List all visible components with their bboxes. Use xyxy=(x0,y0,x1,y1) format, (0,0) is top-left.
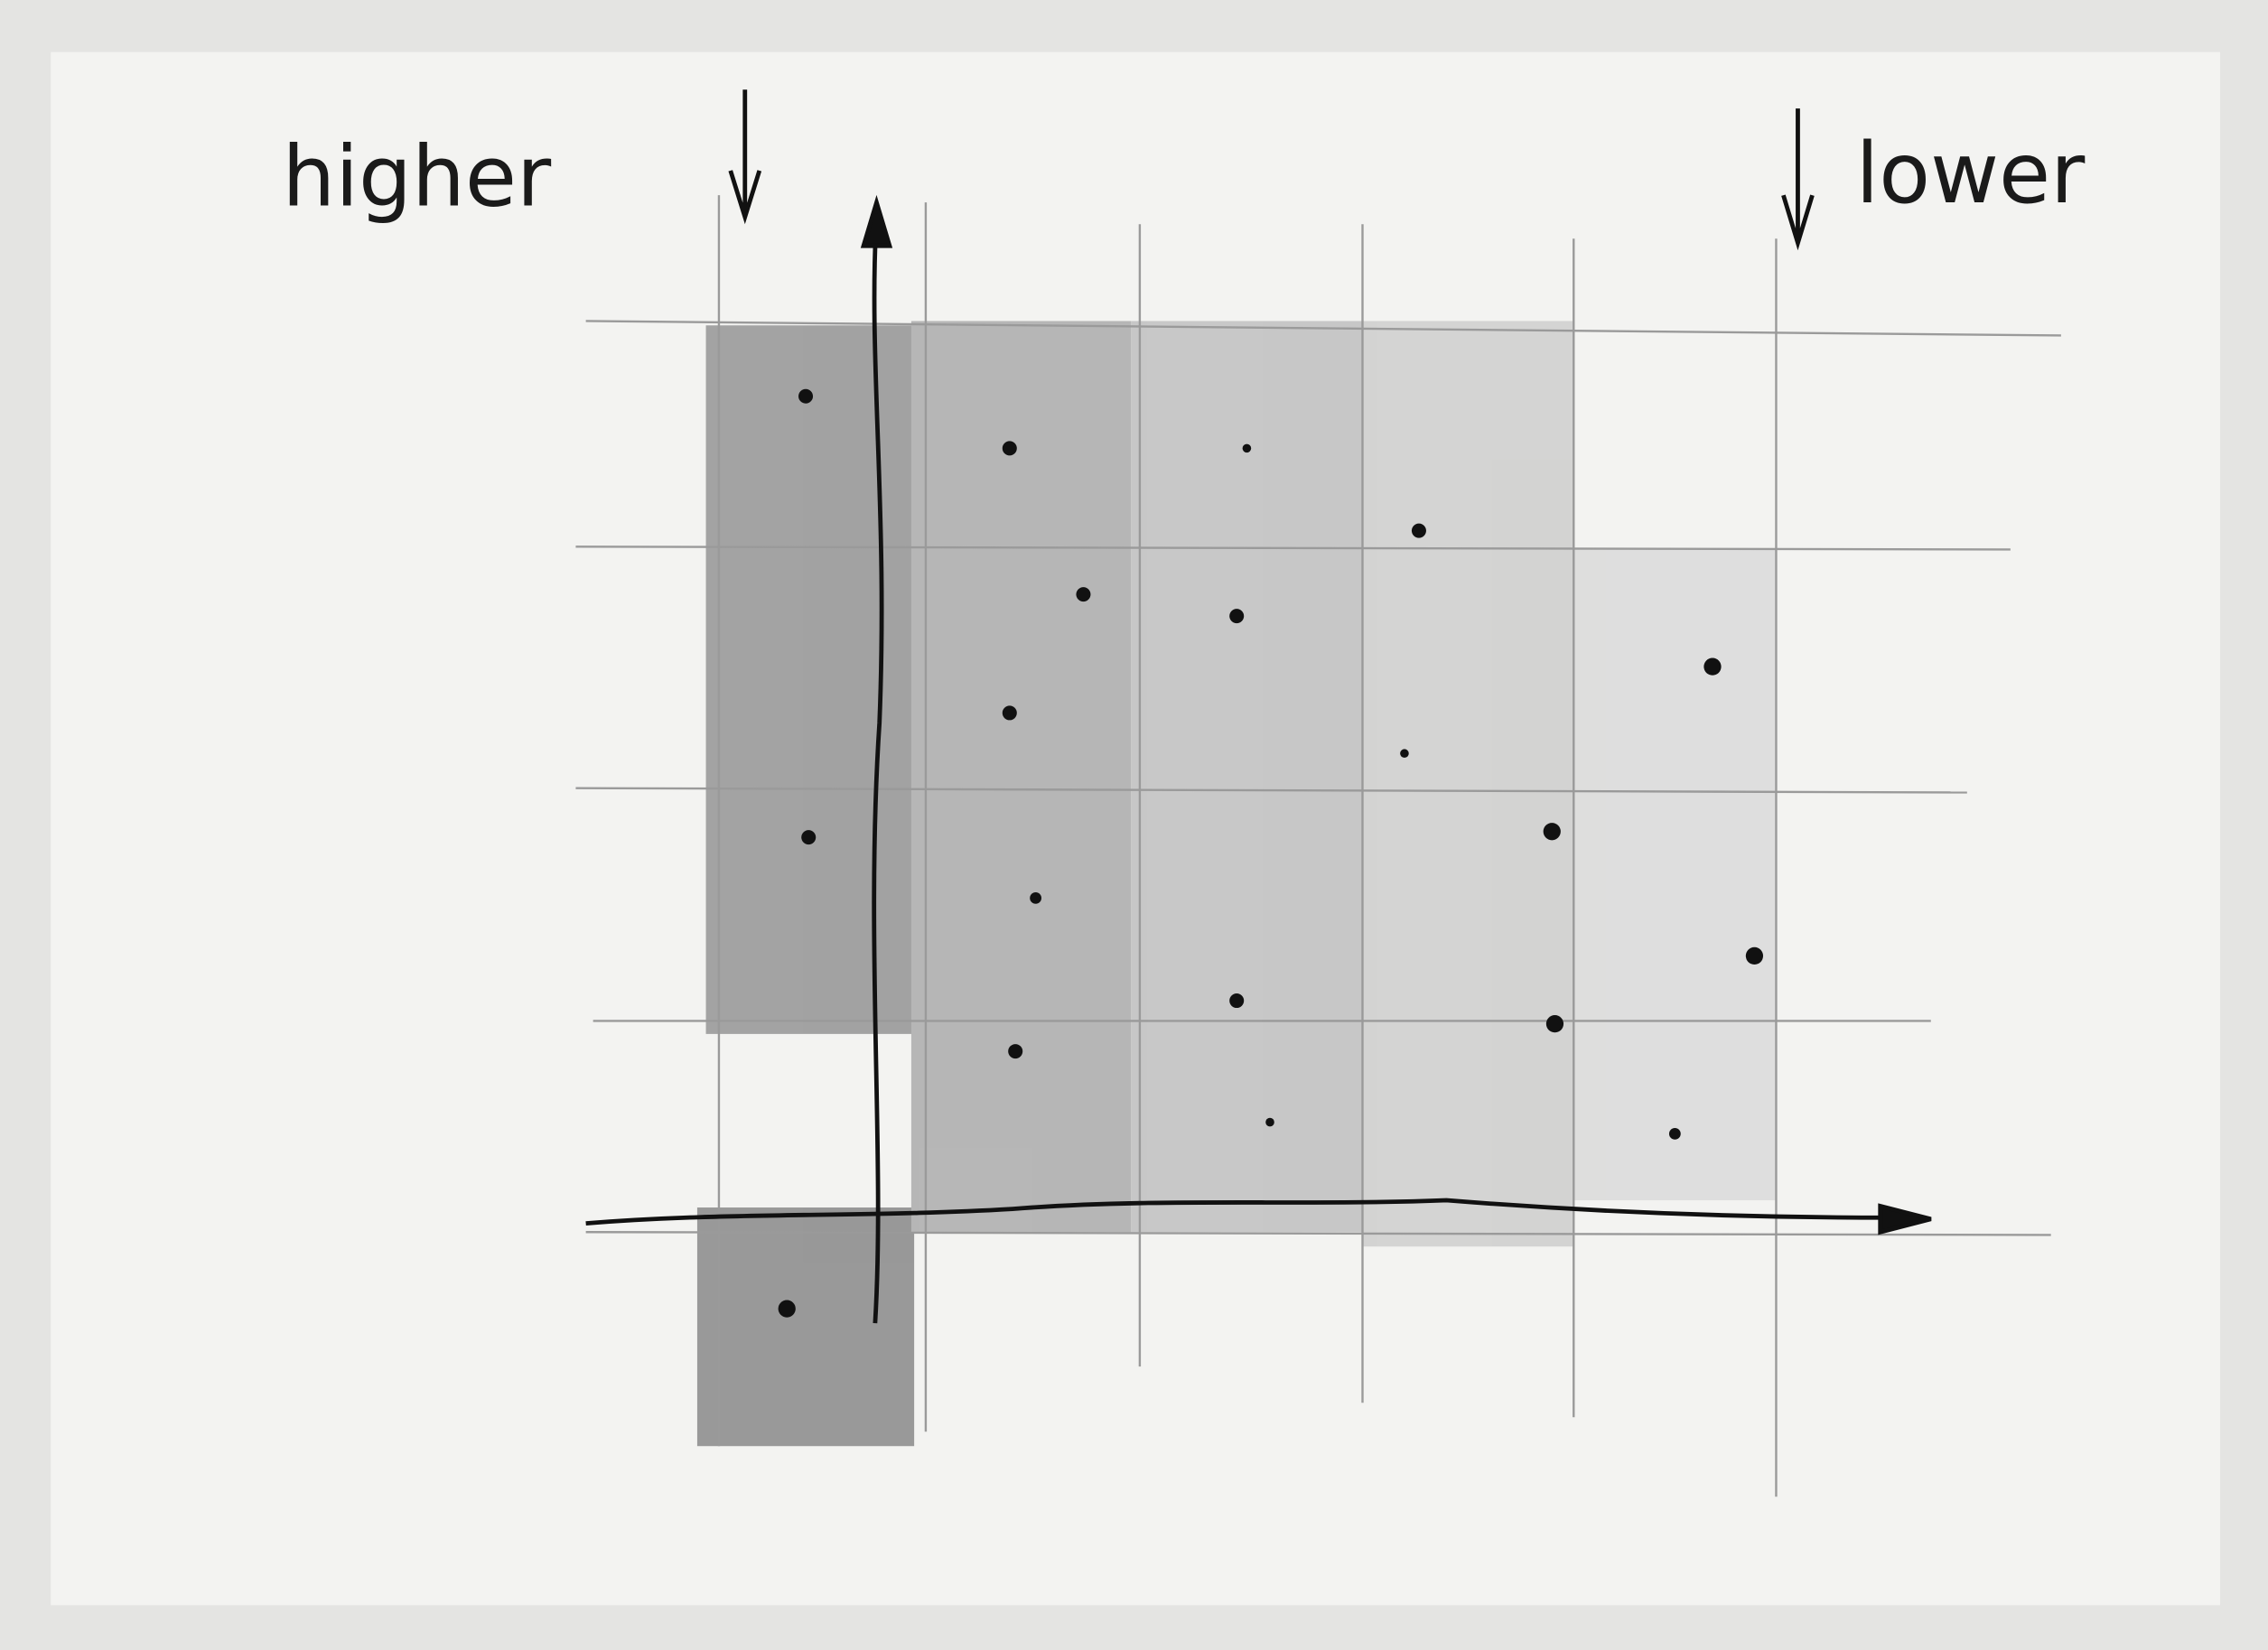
dot xyxy=(1229,993,1245,1009)
dot xyxy=(1545,1015,1564,1033)
x-arrow xyxy=(1878,1203,1932,1235)
dot xyxy=(1002,441,1017,456)
shade-cell xyxy=(696,1207,915,1447)
dot xyxy=(1229,609,1245,624)
y-axis xyxy=(872,217,884,1324)
grid xyxy=(575,195,2061,1497)
shade-cell xyxy=(705,325,923,1034)
dot xyxy=(1265,1117,1274,1127)
grid-line xyxy=(575,787,1967,794)
shade-cell xyxy=(1573,549,1777,1201)
dot xyxy=(1668,1127,1681,1140)
dot xyxy=(1076,587,1091,602)
dot xyxy=(1002,705,1017,721)
dot xyxy=(1745,946,1764,965)
dot xyxy=(1242,443,1252,453)
grid-line xyxy=(575,545,2011,551)
dot xyxy=(801,830,817,845)
arrow-down xyxy=(728,89,762,225)
shade-cell xyxy=(910,321,1132,1233)
dot xyxy=(1400,749,1409,759)
y-arrow xyxy=(860,194,893,248)
axes xyxy=(585,89,1932,1324)
label-lower: lower xyxy=(1856,125,2086,222)
shade-cell xyxy=(1362,321,1574,1247)
dot xyxy=(1543,823,1561,841)
dot xyxy=(1703,657,1722,676)
dot xyxy=(778,1300,796,1318)
label-higher: higher xyxy=(282,127,552,225)
arrow-down xyxy=(1781,108,1815,251)
grid-line xyxy=(585,320,2061,337)
dot xyxy=(1030,891,1042,904)
dot xyxy=(798,388,814,404)
dot xyxy=(1411,523,1426,538)
x-axis xyxy=(585,1198,1888,1226)
shade-cell xyxy=(1131,321,1363,1233)
grid-line xyxy=(585,1231,2051,1236)
dot xyxy=(1008,1044,1023,1059)
dots xyxy=(778,388,1764,1318)
